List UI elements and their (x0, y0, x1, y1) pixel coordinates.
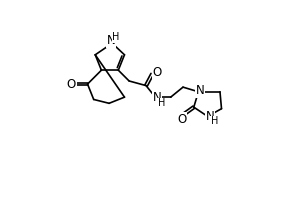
Text: O: O (178, 113, 187, 126)
Text: N: N (152, 91, 161, 104)
Text: O: O (67, 78, 76, 91)
Text: O: O (152, 66, 161, 79)
Text: H: H (112, 32, 120, 42)
Text: N: N (196, 84, 204, 97)
Text: N: N (206, 110, 214, 123)
Text: H: H (158, 98, 165, 108)
Text: H: H (211, 116, 218, 126)
Text: N: N (107, 34, 116, 47)
